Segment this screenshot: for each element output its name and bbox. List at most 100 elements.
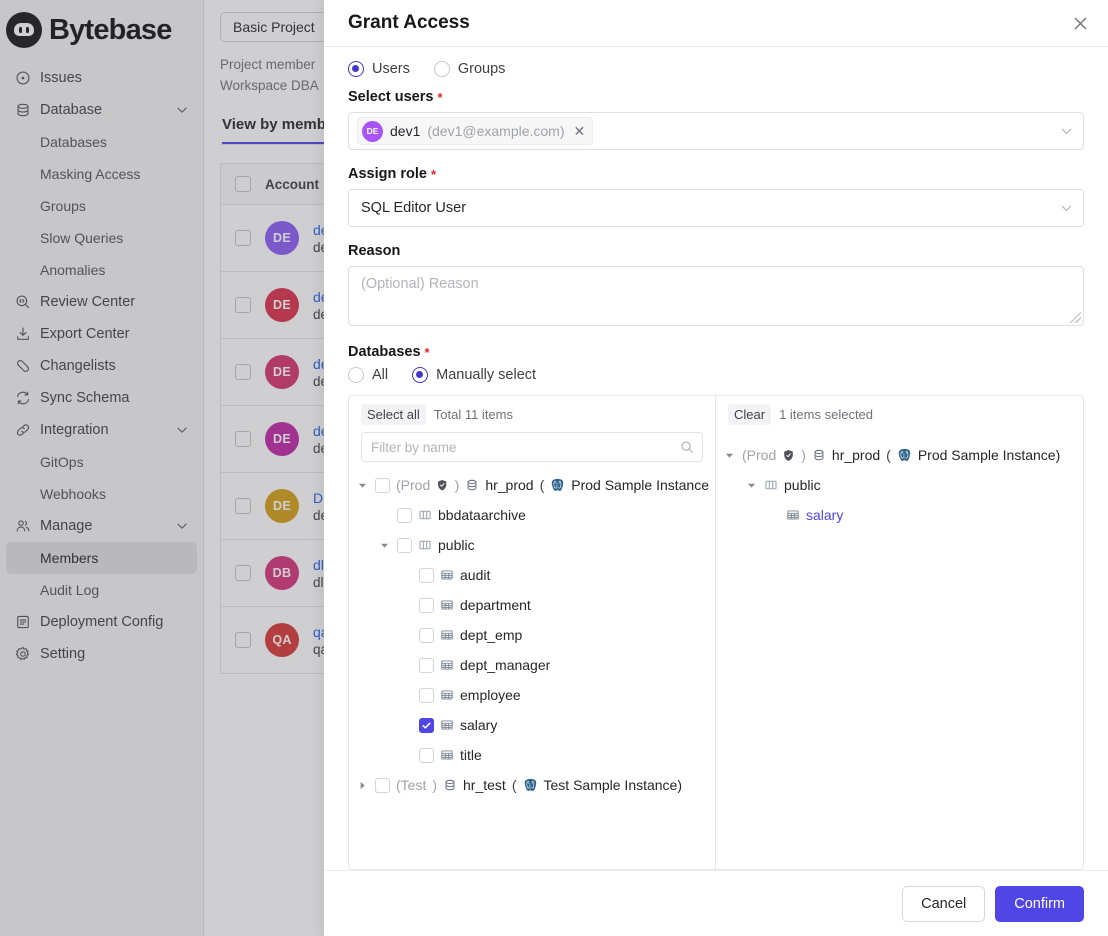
- caret-down-icon[interactable]: [355, 481, 369, 490]
- sidebar-item-label: Groups: [40, 198, 86, 214]
- sidebar-item-database[interactable]: Database: [6, 94, 197, 126]
- dialog-footer: Cancel Confirm: [324, 870, 1108, 936]
- tree-node-checkbox[interactable]: [419, 717, 434, 733]
- project-selector[interactable]: Basic Project: [220, 12, 328, 42]
- tree-node-checkbox[interactable]: [419, 597, 434, 613]
- row-checkbox[interactable]: [235, 565, 251, 581]
- tab-view-by-member[interactable]: View by member: [222, 116, 341, 144]
- sidebar-item-sync-schema[interactable]: Sync Schema: [6, 382, 197, 414]
- tree-node-checkbox[interactable]: [375, 477, 390, 493]
- instance-label: Test Sample Instance): [543, 777, 683, 793]
- tree-node-checkbox[interactable]: [375, 777, 390, 793]
- sidebar-item-issues[interactable]: Issues: [6, 62, 197, 94]
- select-users-input[interactable]: DE dev1 (dev1@example.com) ✕: [348, 112, 1084, 150]
- sidebar-item-changelists[interactable]: Changelists: [6, 350, 197, 382]
- tree-node-dept_emp[interactable]: dept_emp: [355, 620, 709, 650]
- tree-node-department[interactable]: department: [355, 590, 709, 620]
- tree-node-checkbox[interactable]: [419, 747, 434, 763]
- caret-right-icon[interactable]: [377, 511, 391, 520]
- radio-users[interactable]: Users: [348, 61, 410, 77]
- radio-manually-select[interactable]: Manually select: [412, 367, 536, 383]
- assign-role-select[interactable]: SQL Editor User: [348, 189, 1084, 227]
- radio-all-databases[interactable]: All: [348, 367, 388, 383]
- select-all-button[interactable]: Select all: [361, 403, 426, 425]
- row-checkbox[interactable]: [235, 431, 251, 447]
- tree-node-checkbox[interactable]: [419, 567, 434, 583]
- close-icon[interactable]: [1066, 9, 1094, 37]
- radio-groups[interactable]: Groups: [433, 61, 505, 77]
- sidebar-item-deployment-config[interactable]: Deployment Config: [6, 606, 197, 638]
- chevron-down-icon[interactable]: [175, 423, 189, 437]
- radio-all-label: All: [372, 367, 389, 383]
- tree-node-employee[interactable]: employee: [355, 680, 709, 710]
- selected-user-email: (dev1@example.com): [427, 123, 565, 139]
- tree-node-salary[interactable]: salary: [722, 500, 1077, 530]
- tree-node-checkbox[interactable]: [419, 657, 434, 673]
- avatar: DE: [265, 355, 299, 389]
- tree-node-hr_prod[interactable]: (Prod ) hr_prod ( Prod Sample Instance: [355, 470, 709, 500]
- sidebar-item-label: Anomalies: [40, 262, 106, 278]
- table-icon: [440, 718, 454, 732]
- sidebar-item-webhooks[interactable]: Webhooks: [6, 478, 197, 510]
- sidebar-item-manage[interactable]: Manage: [6, 510, 197, 542]
- row-checkbox[interactable]: [235, 632, 251, 648]
- sidebar-item-review-center[interactable]: Review Center: [6, 286, 197, 318]
- member-name[interactable]: D: [313, 489, 324, 506]
- chevron-down-icon[interactable]: [175, 103, 189, 117]
- tree-node-title[interactable]: title: [355, 740, 709, 770]
- row-checkbox[interactable]: [235, 230, 251, 246]
- tree-node-checkbox[interactable]: [419, 687, 434, 703]
- sidebar-item-label: Setting: [40, 646, 86, 662]
- caret-right-icon[interactable]: [355, 781, 369, 790]
- filter-input[interactable]: Filter by name: [361, 432, 703, 462]
- chevron-down-icon[interactable]: [175, 519, 189, 533]
- sidebar-item-export-center[interactable]: Export Center: [6, 318, 197, 350]
- table-icon: [440, 748, 454, 762]
- caret-down-icon[interactable]: [744, 481, 758, 490]
- tree-node-hr_prod[interactable]: (Prod ) hr_prod ( Prod Sample Instance): [722, 440, 1077, 470]
- tree-node-hr_test[interactable]: (Test ) hr_test ( Test Sample Instance): [355, 770, 709, 800]
- sidebar-item-databases[interactable]: Databases: [6, 126, 197, 158]
- resize-handle-icon[interactable]: [1070, 312, 1081, 323]
- tree-node-dept_manager[interactable]: dept_manager: [355, 650, 709, 680]
- tree-node-label: hr_prod: [485, 477, 534, 493]
- confirm-button[interactable]: Confirm: [995, 885, 1084, 922]
- sidebar-item-gitops[interactable]: GitOps: [6, 446, 197, 478]
- tree-node-public[interactable]: public: [722, 470, 1077, 500]
- member-name[interactable]: dl: [313, 556, 324, 573]
- sidebar-item-audit-log[interactable]: Audit Log: [6, 574, 197, 606]
- sidebar: Bytebase Issues Database Databases Masking …: [0, 0, 204, 936]
- sidebar-item-anomalies[interactable]: Anomalies: [6, 254, 197, 286]
- reason-textarea[interactable]: (Optional) Reason: [348, 266, 1084, 326]
- row-checkbox[interactable]: [235, 498, 251, 514]
- cancel-button[interactable]: Cancel: [902, 885, 986, 922]
- project-description: Project member Workspace DBA: [220, 50, 1108, 96]
- sidebar-item-label: Slow Queries: [40, 230, 124, 246]
- tree-node-checkbox[interactable]: [419, 627, 434, 643]
- sidebar-item-label: Webhooks: [40, 486, 106, 502]
- tree-node-bbdataarchive[interactable]: bbdataarchive: [355, 500, 709, 530]
- sidebar-item-setting[interactable]: Setting: [6, 638, 197, 670]
- avatar: DE: [265, 221, 299, 255]
- sidebar-item-integration[interactable]: Integration: [6, 414, 197, 446]
- tree-node-checkbox[interactable]: [397, 537, 412, 553]
- sidebar-item-slow-queries[interactable]: Slow Queries: [6, 222, 197, 254]
- remove-user-icon[interactable]: ✕: [573, 122, 586, 139]
- row-checkbox[interactable]: [235, 297, 251, 313]
- tree-node-salary[interactable]: salary: [355, 710, 709, 740]
- clear-button[interactable]: Clear: [728, 403, 772, 425]
- schema-icon: [418, 538, 432, 552]
- brand-logo[interactable]: Bytebase: [0, 6, 203, 62]
- select-all-checkbox[interactable]: [235, 176, 251, 192]
- tree-node-public[interactable]: public: [355, 530, 709, 560]
- caret-down-icon[interactable]: [722, 451, 736, 460]
- environment-label: (Prod: [396, 477, 431, 493]
- tree-node-audit[interactable]: audit: [355, 560, 709, 590]
- sidebar-item-masking-access[interactable]: Masking Access: [6, 158, 197, 190]
- sidebar-item-groups[interactable]: Groups: [6, 190, 197, 222]
- row-checkbox[interactable]: [235, 364, 251, 380]
- caret-down-icon[interactable]: [377, 541, 391, 550]
- databases-label-text: Databases: [348, 344, 421, 360]
- sidebar-item-members[interactable]: Members: [6, 542, 197, 574]
- tree-node-checkbox[interactable]: [397, 507, 412, 523]
